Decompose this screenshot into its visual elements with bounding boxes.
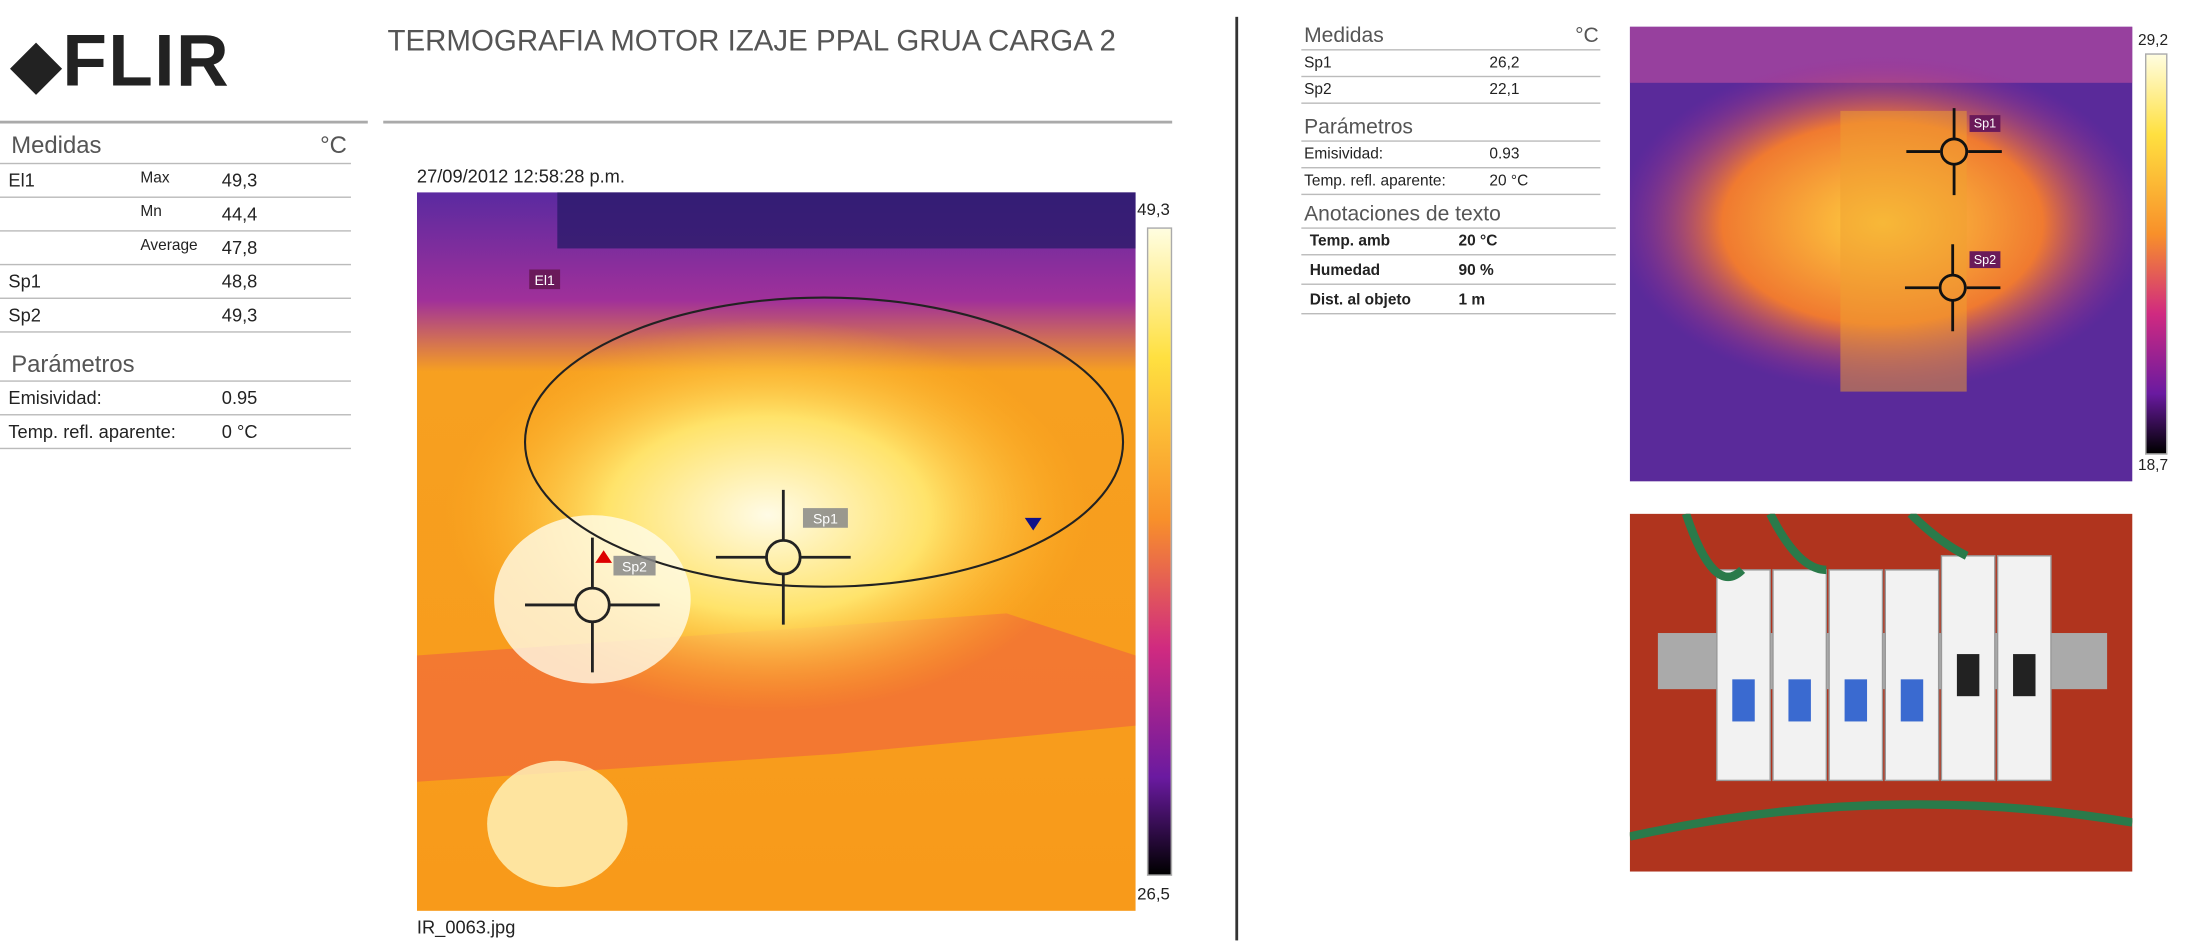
heading: Parámetros [1304,115,1413,139]
cell: 26,2 [1489,54,1520,72]
table-row: Dist. al objeto 1 m [1301,288,1616,315]
table-row: Temp. amb 20 °C [1301,229,1616,256]
logo: ◆FLIR [11,21,231,103]
scale-max: 29,2 [2137,32,2169,50]
cell: Sp2 [1304,81,1332,99]
spot-label: Sp2 [622,558,647,574]
spot-label: El1 [535,272,555,288]
table-row: Temp. refl. aparente: 0 °C [0,415,351,450]
table: Temp. amb 20 °C Humedad 90 % Dist. al objeto… [1301,227,1616,317]
table-row: Average 47,8 [0,232,351,266]
heading: Parámetros [11,350,135,378]
cell: 0.95 [221,387,258,409]
table-row: Emisividad: 0.95 [0,382,351,416]
table: Emisividad: 0.93 Temp. refl. aparente: 20 °… [1301,140,1601,196]
cell: Temp. refl. aparente: [8,421,176,443]
scale-max: 49,3 [1137,199,1170,219]
rule [0,120,368,124]
scale-min: 18,7 [2137,457,2169,475]
table-row: Sp2 22,1 [1301,77,1601,104]
heading: Medidas [1304,23,1384,48]
cell: Sp1 [8,270,41,292]
table: Emisividad: 0.95 Temp. refl. aparente: 0 °C [0,380,351,450]
cell: 49,3 [221,304,258,326]
cell: 1 m [1458,291,1486,309]
thermal-image: El1 Sp1 Sp2 [416,192,1136,911]
table-row: Emisividad: 0.93 [1301,142,1601,169]
cell: 20 °C [1489,172,1529,190]
cell: Sp2 [8,304,41,326]
cell: 22,1 [1489,81,1520,99]
divider [1235,16,1239,941]
title: TERMOGRAFIA MOTOR IZAJE PPAL GRUA CARGA … [387,25,1116,58]
table-row: Sp2 49,3 [0,299,351,333]
cell: 49,3 [221,169,258,191]
cell: Sp1 [1304,54,1332,72]
cell: Emisividad: [1304,145,1384,163]
table-row: Mn 44,4 [0,198,351,232]
cell: Dist. al objeto [1309,291,1411,309]
timestamp: 27/09/2012 12:58:28 p.m. [416,165,625,187]
cell: Max [140,169,170,187]
cell: 90 % [1458,262,1494,280]
cell: El1 [8,169,35,191]
table-row: Humedad 90 % [1301,258,1616,285]
spot-label: Sp1 [1974,117,1996,131]
unit: °C [1575,23,1599,48]
cell: Temp. amb [1309,232,1391,250]
cell: Temp. refl. aparente: [1304,172,1446,190]
heading: Anotaciones de texto [1304,202,1501,226]
table: Sp1 26,2 Sp2 22,1 [1301,49,1601,104]
photo [1629,513,2133,872]
filename: IR_0063.jpg [416,916,516,938]
spot-label: Sp2 [1974,253,1996,267]
table: El1 Max 49,3 Mn 44,4 Average 47,8 Sp1 48,8 Sp2 49,… [0,162,351,333]
table-row: Sp1 26,2 [1301,51,1601,78]
rule [383,120,1173,124]
cell: 20 °C [1458,232,1498,250]
logo-text: FLIR [62,21,231,103]
color-scale [2145,53,2168,455]
cell: Emisividad: [8,387,102,409]
table-row: Sp1 48,8 [0,265,351,299]
table-row: El1 Max 49,3 [0,164,351,198]
cell: Average [140,237,198,255]
cell: 48,8 [221,270,258,292]
scale-min: 26,5 [1137,884,1170,904]
cell: 47,8 [221,237,258,259]
heading: Medidas [11,131,102,159]
thermal-image: Sp1 Sp2 [1629,26,2133,482]
table-row: Temp. refl. aparente: 20 °C [1301,168,1601,196]
cell: 44,4 [221,203,258,225]
cell: 0.93 [1489,145,1520,163]
spot-label: Sp1 [813,511,838,527]
cell: Humedad [1309,262,1381,280]
cell: Mn [140,203,162,221]
cell: 0 °C [221,421,258,443]
unit: °C [320,131,347,159]
color-scale [1146,227,1173,876]
